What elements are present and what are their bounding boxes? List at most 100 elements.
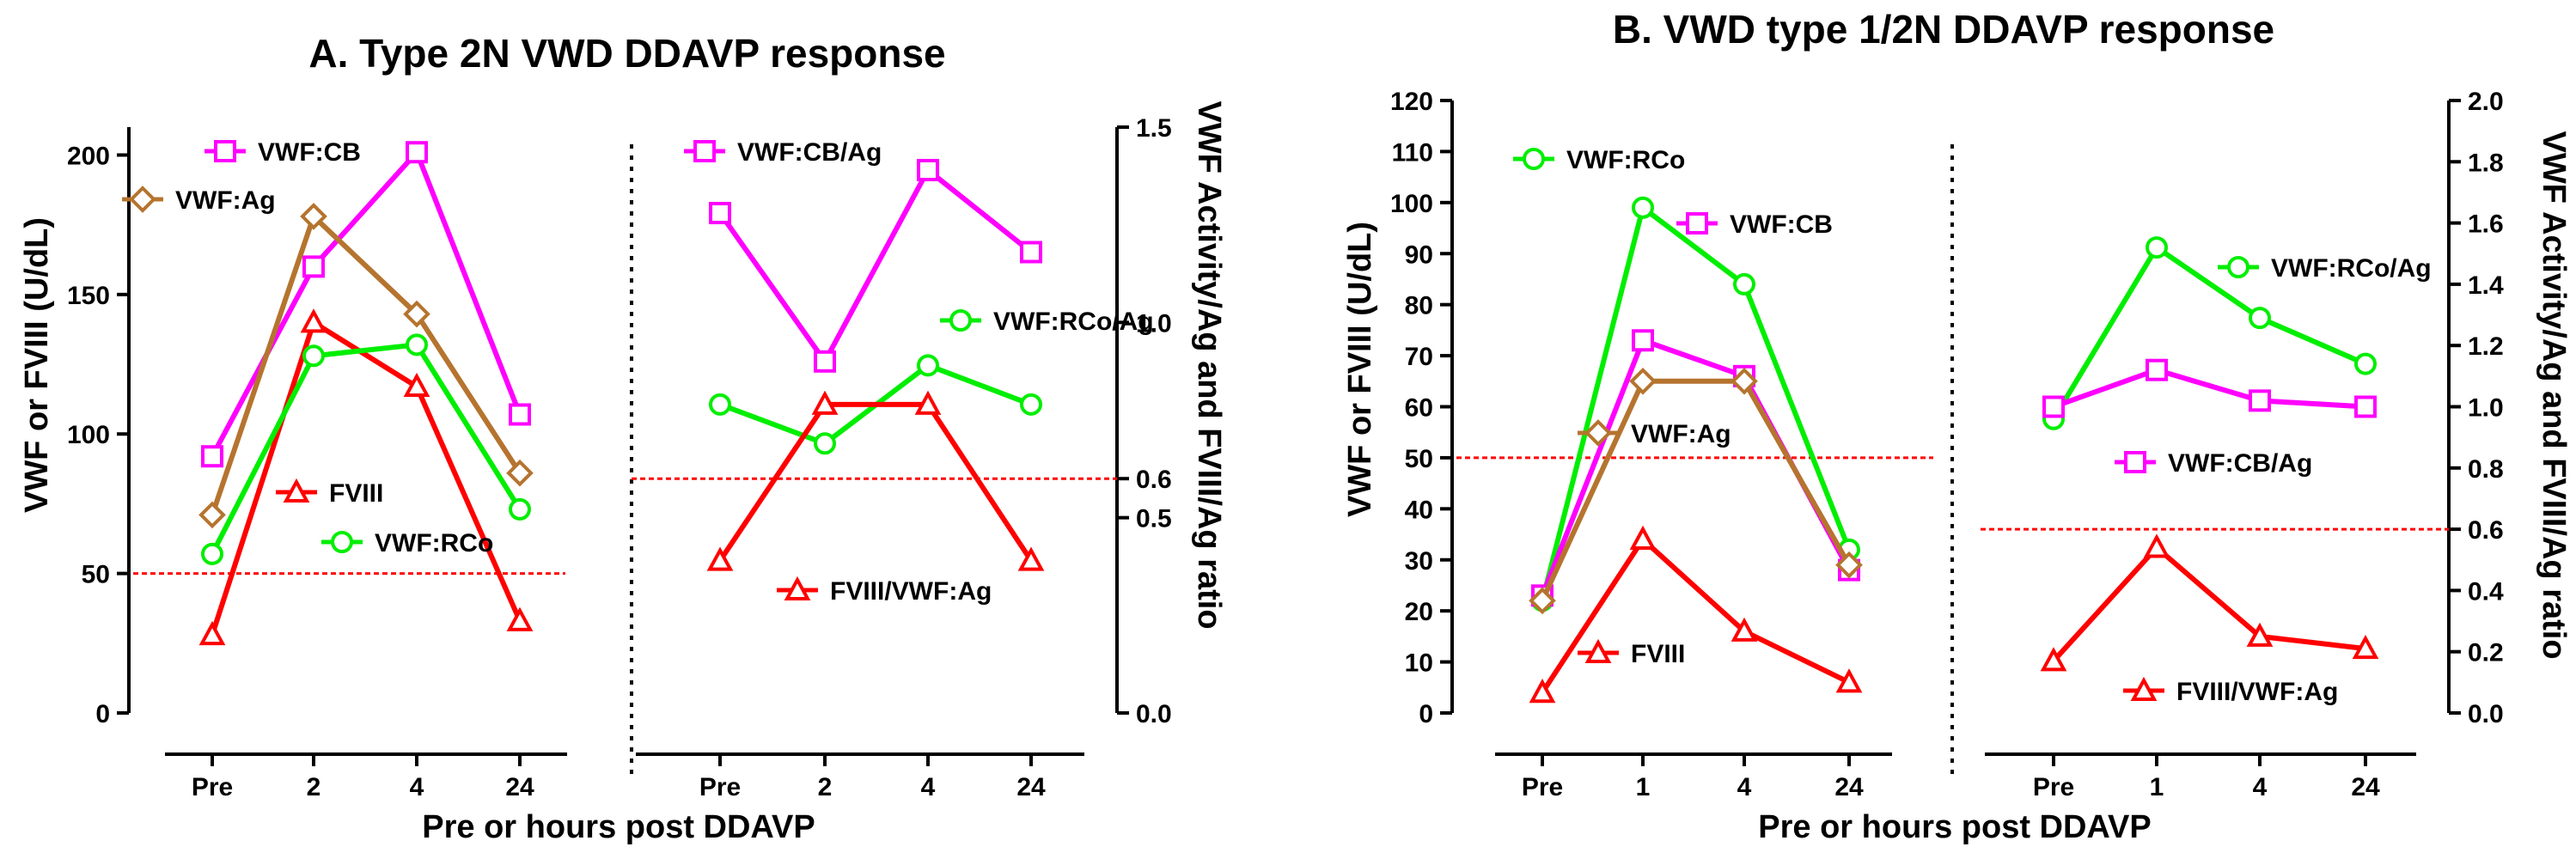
panel-b: B. VWD type 1/2N DDAVP response VWF or F… — [1342, 7, 2572, 845]
panel-a-left-data-point — [302, 344, 325, 368]
panel-a-left-legend-marker — [214, 140, 236, 162]
panel-a-left-data-point — [406, 141, 428, 164]
panel-b-right-tick-label: 1.6 — [2468, 210, 2504, 239]
panel-b-right-tick-label: 1.0 — [2468, 394, 2504, 423]
panel-a-right-data-point — [706, 546, 734, 571]
panel-b-x-tick-label: 1 — [2150, 773, 2164, 801]
panel-b-title: B. VWD type 1/2N DDAVP response — [1613, 7, 2274, 52]
panel-b-x-tick-label: 4 — [1737, 773, 1752, 801]
panel-b-x-tick-label: Pre — [1522, 773, 1563, 801]
panel-a-right-data-point — [811, 390, 839, 415]
panel-a-right-tick-label: 0.0 — [1136, 700, 1172, 728]
panel-a-left-data-point — [300, 308, 327, 333]
panel-a-right-data-point — [814, 350, 836, 373]
panel-a: A. Type 2N VWD DDAVP response VWF or FVI… — [19, 31, 1227, 845]
panel-a-left-tick-label: 0 — [95, 700, 110, 728]
panel-a-right-legend-label: VWF:RCo/Ag — [993, 308, 1154, 336]
panel-a-left-tick-label: 150 — [67, 282, 110, 310]
panel-b-right-tick-label: 0.8 — [2468, 455, 2504, 484]
panel-b-right-legend-label: VWF:RCo/Ag — [2271, 254, 2432, 283]
panel-b-left-data-point — [1529, 587, 1556, 615]
panel-a-left-data-point — [201, 542, 223, 565]
panel-b-left-tick-label: 110 — [1392, 138, 1433, 167]
panel-b-right-tick-label: 1.2 — [2468, 332, 2504, 361]
panel-a-right-data-point — [917, 354, 939, 377]
panel-b-left-data-point — [1529, 679, 1556, 704]
panel-b-left-data-point — [1835, 668, 1863, 693]
panel-a-right-legend-marker — [784, 576, 811, 600]
panel-b-left-data-point — [1629, 525, 1657, 550]
panel-b-right-series-line — [2051, 545, 2366, 663]
panel-b-right-data-point — [2354, 395, 2377, 418]
panel-b-right-legend-marker — [2124, 451, 2146, 473]
panel-a-right-y-label: VWF Activity/Ag and FVIII/Ag ratio — [1191, 101, 1227, 629]
panel-b-left-data-point — [1731, 617, 1758, 642]
panel-b-left-data-point — [1632, 196, 1654, 219]
panel-a-right-legend-label: VWF:CB/Ag — [737, 138, 882, 167]
panel-b-right-tick-label: 0.0 — [2468, 700, 2504, 728]
panel-a-left-data-point — [506, 459, 534, 487]
panel-b-left-tick-label: 40 — [1405, 496, 1433, 524]
panel-a-right-data-point — [709, 202, 731, 225]
panel-a-right-data-point — [914, 390, 942, 415]
panel-b-left-legend-label: VWF:RCo — [1566, 146, 1685, 174]
panel-b-left-y-label: VWF or FVIII (U/dL) — [1342, 222, 1378, 517]
panel-b-left-legend-label: VWF:CB — [1730, 210, 1833, 239]
panel-a-left-data-point — [509, 403, 531, 426]
panel-b-x-tick-label: 24 — [1834, 773, 1864, 801]
panel-a-right-tick-label: 1.0 — [1136, 309, 1172, 338]
panel-a-right-data-point — [709, 393, 731, 416]
panel-b-right-legend-label: FVIII/VWF:Ag — [2176, 678, 2338, 706]
panel-b-left-tick-label: 0 — [1419, 700, 1433, 728]
panel-a-right-legend-marker — [693, 140, 716, 162]
panel-b-left-data-point — [1629, 367, 1657, 395]
panel-a-x-tick-label: 2 — [818, 773, 833, 801]
panel-b-right-tick-label: 1.4 — [2468, 271, 2504, 300]
panel-b-right-data-point — [2246, 622, 2274, 647]
panel-a-right-legend-label: FVIII/VWF:Ag — [830, 577, 992, 606]
panel-b-right-data-point — [2146, 236, 2168, 259]
panel-b-right-tick-label: 0.2 — [2468, 639, 2504, 667]
panel-a-left-data-point — [201, 445, 223, 468]
panel-a-x-tick-label: 4 — [410, 773, 424, 801]
panel-a-left-y-label: VWF or FVIII (U/dL) — [19, 217, 55, 513]
panel-b-left-legend-marker — [1584, 419, 1612, 447]
panel-a-left-legend-marker — [283, 478, 310, 503]
panel-a-left-data-point — [198, 501, 226, 529]
panel-a-right-series-line — [717, 168, 1033, 364]
panel-b-right-tick-label: 2.0 — [2468, 88, 2504, 116]
panel-b-right-y-label: VWF Activity/Ag and FVIII/Ag ratio — [2536, 131, 2572, 659]
panel-b-right-tick-label: 1.8 — [2468, 149, 2504, 177]
panel-b-right-legend-marker — [2130, 676, 2158, 701]
panel-a-right-tick-label: 1.5 — [1136, 114, 1172, 143]
panel-a-right-data-point — [814, 432, 836, 455]
panel-a-left-legend-label: VWF:RCo — [375, 529, 493, 557]
panel-b-left-legend-marker — [1686, 212, 1708, 235]
panel-b-left-tick-label: 20 — [1405, 598, 1433, 626]
panel-b-left-data-point — [1835, 551, 1863, 579]
panel-b-right-data-point — [2352, 634, 2379, 660]
panel-b-right-data-point — [2040, 647, 2067, 672]
panel-a-left-data-point — [403, 300, 430, 328]
panel-b-left-data-point — [1733, 272, 1755, 295]
panel-a-right-tick-label: 0.6 — [1136, 466, 1172, 494]
panel-b-right-tick-label: 0.4 — [2468, 577, 2504, 606]
panel-b-right-data-point — [2249, 389, 2271, 412]
panel-b-right-data-point — [2249, 307, 2271, 330]
panel-b-left-legend-label: VWF:Ag — [1631, 420, 1731, 448]
panel-a-left-data-point — [506, 606, 534, 631]
panel-a-left-series-line — [210, 213, 522, 516]
panel-b-left-legend-label: FVIII — [1631, 640, 1685, 668]
panel-a-left-tick-label: 100 — [67, 421, 110, 449]
panel-a-x-tick-label: Pre — [192, 773, 233, 801]
panel-a-x-tick-label: 24 — [505, 773, 534, 801]
panel-a-left-legend-marker — [331, 531, 353, 553]
panel-a-left-data-point — [302, 255, 325, 278]
panel-a-left-data-point — [198, 620, 226, 646]
panel-a-right-data-point — [1020, 241, 1042, 264]
panel-a-left-data-point — [403, 372, 430, 398]
panel-b-left-series-line — [1540, 536, 1851, 694]
panel-b-right-data-point — [2042, 395, 2065, 418]
panel-b-x-tick-label: 4 — [2253, 773, 2268, 801]
